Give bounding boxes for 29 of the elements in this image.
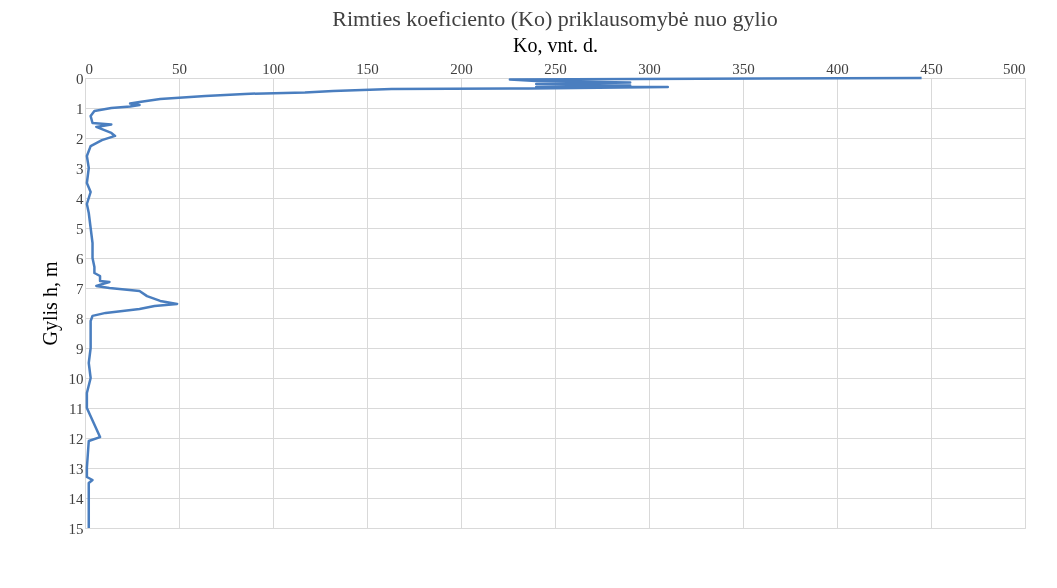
x-tick-label: 50 — [172, 60, 187, 77]
x-tick-label: 500 — [1003, 60, 1026, 77]
y-tick-label: 1 — [76, 100, 84, 117]
y-tick-label: 9 — [76, 340, 84, 357]
x-tick-label: 400 — [826, 60, 849, 77]
chart-title: Rimties koeficiento (Ko) priklausomybė nuo gylio — [332, 6, 778, 31]
x-tick-label: 300 — [638, 60, 661, 77]
y-tick-label: 11 — [69, 400, 84, 417]
x-tick-label: 100 — [262, 60, 285, 77]
y-tick-label: 12 — [68, 430, 84, 447]
y-tick-label: 10 — [68, 370, 84, 387]
x-tick-label: 150 — [356, 60, 379, 77]
x-tick-label: 450 — [920, 60, 943, 77]
x-tick-label: 250 — [544, 60, 567, 77]
y-tick-label: 2 — [76, 130, 84, 147]
y-tick-label: 5 — [76, 220, 84, 237]
y-tick-label: 6 — [76, 250, 84, 267]
y-tick-label: 3 — [76, 160, 84, 177]
x-tick-label: 200 — [450, 60, 473, 77]
y-tick-label: 13 — [68, 460, 84, 477]
y-tick-label: 7 — [76, 280, 84, 297]
y-tick-label: 8 — [76, 310, 84, 327]
line-series — [85, 76, 923, 530]
x-axis-title: Ko, vnt. d. — [513, 33, 598, 56]
y-tick-label: 4 — [76, 190, 84, 207]
y-axis-title: Gylis h, m — [38, 261, 62, 346]
x-tick-label: 350 — [732, 60, 755, 77]
y-tick-label: 14 — [68, 490, 84, 507]
y-tick-label: 15 — [68, 520, 84, 537]
